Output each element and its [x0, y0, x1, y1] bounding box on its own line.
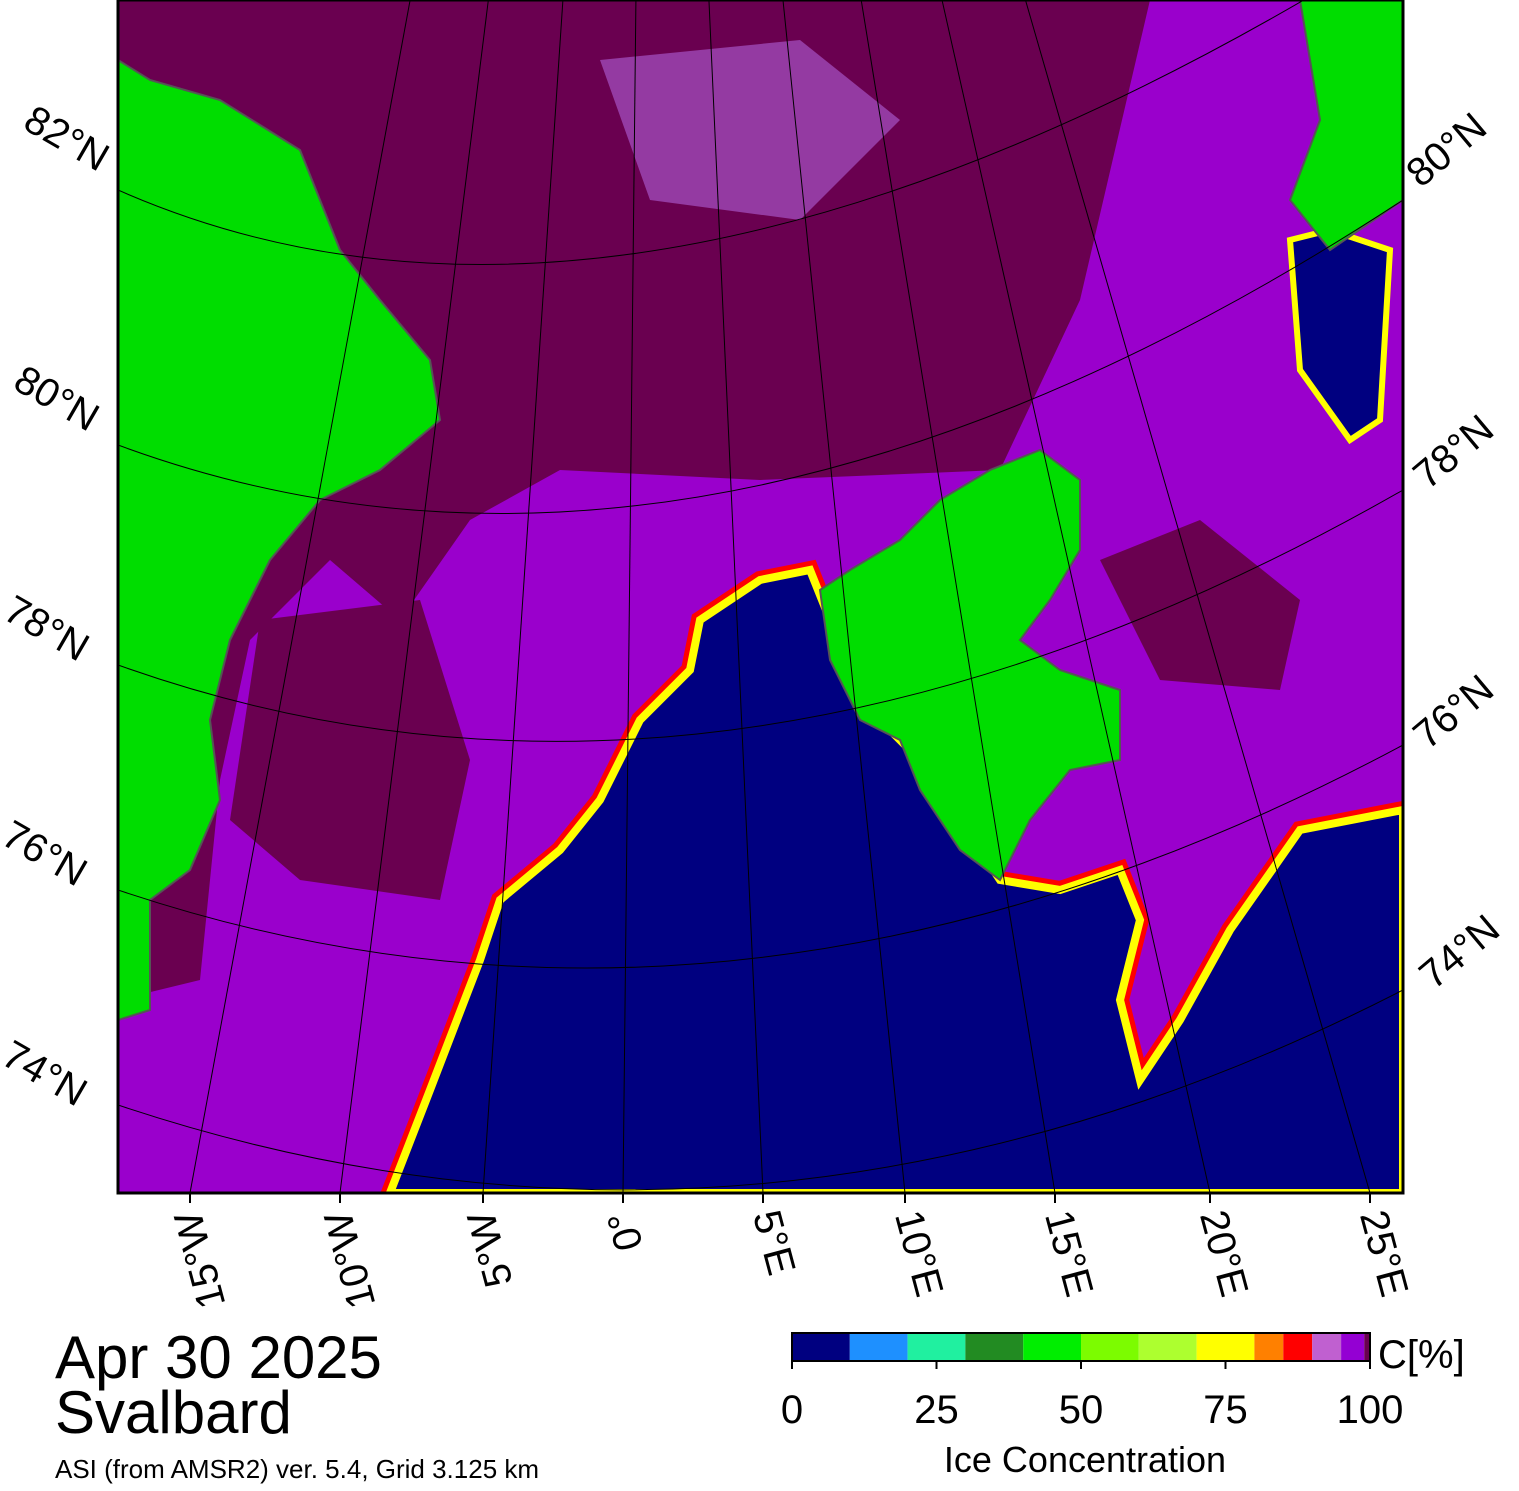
parallel	[118, 199, 1403, 514]
colorbar-bin	[1138, 1333, 1197, 1361]
colorbar-unit: C[%]	[1378, 1333, 1465, 1377]
colorbar-bin	[1196, 1333, 1255, 1361]
lon-label: 10°E	[886, 1206, 951, 1302]
colorbar-bin	[1312, 1333, 1342, 1361]
lat-label: 80°N	[1398, 104, 1495, 195]
colorbar-tick-label: 25	[914, 1388, 959, 1432]
meridian	[482, 0, 564, 1193]
meridian	[1024, 0, 1371, 1193]
map-frame	[116, 0, 1405, 1195]
meridian	[189, 0, 411, 1193]
colorbar-bin	[1081, 1333, 1139, 1361]
colorbar-bin	[907, 1333, 966, 1361]
land-franz-josef	[1288, 0, 1403, 252]
colorbar-bin	[1364, 1333, 1370, 1361]
lat-label: 78°N	[0, 587, 96, 670]
lon-label: 25°E	[1351, 1206, 1416, 1302]
colorbar-bin	[1023, 1333, 1081, 1361]
colorbar-tick-label: 50	[1059, 1388, 1104, 1432]
ice-patch	[600, 40, 900, 220]
lon-label: 20°E	[1191, 1206, 1256, 1302]
lon-label: 0°	[599, 1207, 651, 1255]
parallel	[118, 989, 1403, 1191]
meridian	[941, 0, 1211, 1193]
date: Apr 30 2025	[55, 1324, 382, 1391]
colorbar-tick-label: 0	[781, 1388, 803, 1432]
lon-label: 10°W	[316, 1207, 384, 1314]
colorbar-bin	[849, 1333, 908, 1361]
colorbar-tick-label: 100	[1337, 1388, 1404, 1432]
colorbar-label: Ice Concentration	[944, 1439, 1226, 1480]
map	[118, 0, 1403, 1193]
lon-label: 15°W	[166, 1207, 234, 1314]
meridian	[339, 0, 489, 1193]
meridian	[782, 0, 906, 1193]
graticule	[118, 0, 1403, 1193]
land-svalbard	[818, 448, 1121, 882]
parallel	[118, 744, 1403, 969]
lat-label: 78°N	[1405, 406, 1502, 497]
lon-label: 15°E	[1036, 1206, 1101, 1302]
lat-label: 76°N	[0, 812, 94, 895]
lat-label: 74°N	[0, 1032, 94, 1115]
colorbar-bin	[965, 1333, 1024, 1361]
meridian	[622, 0, 637, 1193]
colorbar-bin	[1341, 1333, 1365, 1361]
colorbar-bin	[1283, 1333, 1313, 1361]
compact-ice	[118, 0, 1150, 1000]
compact-ice	[230, 600, 470, 900]
colorbar-bin	[792, 1333, 850, 1361]
colorbar-bin	[1254, 1333, 1284, 1361]
parallel	[118, 489, 1403, 742]
lat-label: 80°N	[7, 357, 106, 440]
meridian	[860, 0, 1056, 1193]
parallel	[118, 0, 1305, 265]
colorbar-tick-label: 75	[1203, 1388, 1248, 1432]
lat-label: 74°N	[1411, 906, 1508, 997]
lat-label: 76°N	[1405, 666, 1502, 757]
lon-label: 5°W	[459, 1207, 521, 1292]
lon-label: 5°E	[744, 1206, 803, 1280]
lat-label: 82°N	[17, 97, 116, 180]
region: Svalbard	[55, 1379, 292, 1446]
meridian	[708, 0, 764, 1193]
product: ASI (from AMSR2) ver. 5.4, Grid 3.125 km	[55, 1454, 539, 1484]
